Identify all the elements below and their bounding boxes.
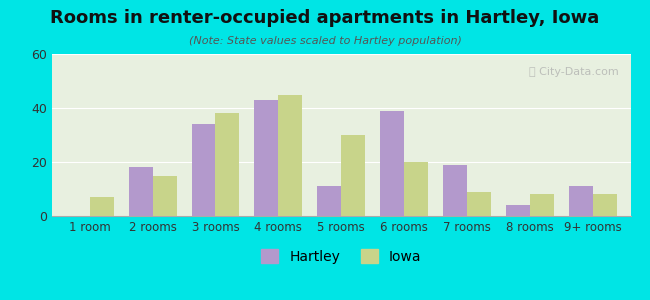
Text: (Note: State values scaled to Hartley population): (Note: State values scaled to Hartley po… [188, 36, 462, 46]
Bar [341, 135, 365, 216]
Bar [192, 124, 216, 216]
Bar [443, 165, 467, 216]
Bar [404, 162, 428, 216]
Bar [278, 94, 302, 216]
Bar [255, 100, 278, 216]
Legend: Hartley, Iowa: Hartley, Iowa [254, 242, 428, 271]
Bar [380, 111, 404, 216]
Bar [90, 197, 114, 216]
Text: Rooms in renter-occupied apartments in Hartley, Iowa: Rooms in renter-occupied apartments in H… [51, 9, 599, 27]
Bar [593, 194, 617, 216]
Text: ⓘ City-Data.com: ⓘ City-Data.com [529, 67, 619, 77]
Bar [153, 176, 177, 216]
Bar [569, 186, 593, 216]
Bar [317, 186, 341, 216]
Bar [467, 192, 491, 216]
Bar [530, 194, 554, 216]
Bar [129, 167, 153, 216]
Bar [216, 113, 239, 216]
Bar [506, 205, 530, 216]
